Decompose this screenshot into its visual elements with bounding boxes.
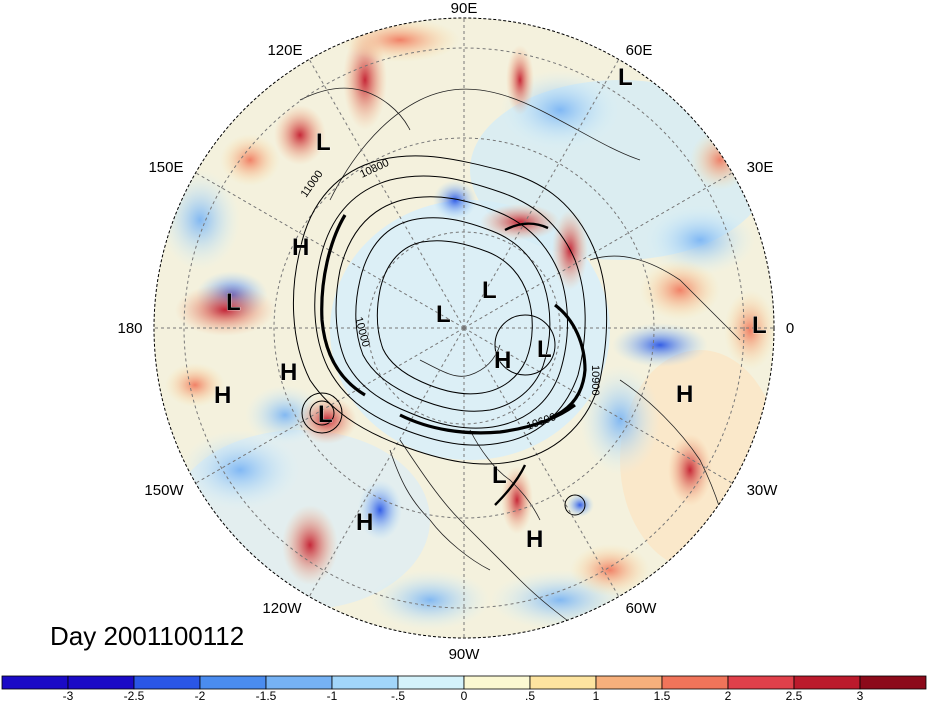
high-marker: H bbox=[526, 526, 543, 553]
colorbar-tick-label: .5 bbox=[525, 689, 535, 702]
colorbar-cell bbox=[727, 675, 795, 690]
lon-label-90e: 90E bbox=[451, 0, 478, 17]
colorbar-tick-label: 2 bbox=[725, 689, 732, 702]
colorbar-cell bbox=[397, 675, 465, 690]
lon-label-120e: 120E bbox=[267, 42, 302, 59]
colorbar-tick-label: -.5 bbox=[391, 689, 405, 702]
colorbar-tick-label: -2.5 bbox=[124, 689, 145, 702]
colorbar-cell bbox=[859, 675, 927, 690]
high-marker: H bbox=[356, 509, 373, 536]
colorbar-cell bbox=[595, 675, 663, 690]
colorbar-tick-label: -1.5 bbox=[256, 689, 277, 702]
colorbar-tick-label: -3 bbox=[63, 689, 74, 702]
day-label: Day 2001100112 bbox=[50, 621, 244, 651]
pressure-markers: L L H L H H L H L H H L L L H L bbox=[214, 64, 767, 554]
lon-label-150w: 150W bbox=[144, 482, 184, 499]
low-marker: L bbox=[482, 277, 497, 304]
colorbar-tick-label: 1 bbox=[593, 689, 600, 702]
low-marker: L bbox=[316, 129, 331, 156]
map-disc: 11000 10800 10000 10600 10900 bbox=[153, 17, 775, 639]
high-marker: H bbox=[292, 234, 309, 261]
coastlines bbox=[299, 87, 741, 631]
graticule bbox=[154, 18, 774, 638]
colorbar-cell bbox=[661, 675, 729, 690]
colorbar-cell bbox=[331, 675, 399, 690]
colorbar-cell bbox=[265, 675, 333, 690]
low-marker: L bbox=[318, 401, 333, 428]
map-boundary bbox=[153, 17, 775, 639]
colorbar-tick-label: -1 bbox=[327, 689, 338, 702]
low-marker: L bbox=[226, 289, 241, 316]
colorbar-cell bbox=[793, 675, 861, 690]
colorbar-tick-label: 3 bbox=[857, 689, 864, 702]
colorbar-cell bbox=[1, 675, 69, 690]
low-marker: L bbox=[492, 462, 507, 489]
height-contours bbox=[292, 155, 608, 516]
colorbar-cell bbox=[463, 675, 531, 690]
colorbar-tick-label: 0 bbox=[461, 689, 468, 702]
contour-label: 10900 bbox=[589, 365, 601, 396]
colorbar-cell bbox=[529, 675, 597, 690]
high-marker: H bbox=[494, 347, 511, 374]
low-marker: L bbox=[436, 301, 451, 328]
low-marker: L bbox=[537, 336, 552, 363]
longitude-labels: 90E 60E 30E 0 30W 60W 90W 120W 150W 180 … bbox=[117, 0, 794, 663]
colorbar-tick-label: 2.5 bbox=[786, 689, 803, 702]
high-marker: H bbox=[676, 381, 693, 408]
colorbar: -3 -2.5 -2 -1.5 -1 -.5 0 .5 1 1.5 2 2.5 3 bbox=[1, 675, 927, 702]
colorbar-cell bbox=[67, 675, 135, 690]
colorbar-tick-label: 1.5 bbox=[654, 689, 671, 702]
lon-label-30w: 30W bbox=[747, 482, 779, 499]
colorbar-cell bbox=[133, 675, 201, 690]
lon-label-60e: 60E bbox=[626, 42, 653, 59]
lon-label-0: 0 bbox=[786, 320, 794, 337]
low-marker: L bbox=[752, 312, 767, 339]
lon-label-150e: 150E bbox=[148, 159, 183, 176]
high-marker: H bbox=[214, 382, 231, 409]
low-marker: L bbox=[618, 64, 633, 91]
high-marker: H bbox=[280, 359, 297, 386]
colorbar-tick-label: -2 bbox=[195, 689, 206, 702]
lon-label-180: 180 bbox=[117, 320, 142, 337]
lon-label-60w: 60W bbox=[626, 600, 658, 617]
colorbar-cell bbox=[199, 675, 267, 690]
lon-label-30e: 30E bbox=[747, 159, 774, 176]
lon-label-90w: 90W bbox=[449, 646, 481, 663]
lon-label-120w: 120W bbox=[262, 600, 302, 617]
